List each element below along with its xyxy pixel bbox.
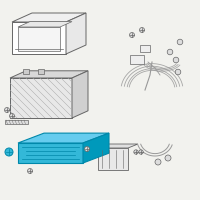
Polygon shape xyxy=(23,69,29,74)
Polygon shape xyxy=(18,143,83,163)
Polygon shape xyxy=(98,148,128,170)
Polygon shape xyxy=(5,120,28,124)
Polygon shape xyxy=(18,133,109,143)
Circle shape xyxy=(130,32,134,38)
Polygon shape xyxy=(72,71,88,118)
Circle shape xyxy=(173,57,179,63)
Polygon shape xyxy=(10,71,88,78)
Circle shape xyxy=(84,146,90,152)
Polygon shape xyxy=(12,13,86,22)
Polygon shape xyxy=(10,78,72,118)
Polygon shape xyxy=(66,13,86,54)
Polygon shape xyxy=(130,55,144,64)
Polygon shape xyxy=(83,133,109,163)
Circle shape xyxy=(167,49,173,55)
Polygon shape xyxy=(12,22,66,54)
Circle shape xyxy=(4,108,10,112)
Circle shape xyxy=(175,69,181,75)
Polygon shape xyxy=(98,144,138,148)
Circle shape xyxy=(5,148,13,156)
Circle shape xyxy=(165,155,171,161)
Circle shape xyxy=(134,150,138,154)
Polygon shape xyxy=(10,78,72,118)
Circle shape xyxy=(10,114,14,118)
Polygon shape xyxy=(18,27,60,51)
Circle shape xyxy=(177,39,183,45)
Polygon shape xyxy=(140,45,150,52)
Circle shape xyxy=(139,150,143,154)
Polygon shape xyxy=(18,22,72,27)
Circle shape xyxy=(28,168,32,173)
Polygon shape xyxy=(38,69,44,74)
Circle shape xyxy=(140,27,144,32)
Circle shape xyxy=(155,159,161,165)
